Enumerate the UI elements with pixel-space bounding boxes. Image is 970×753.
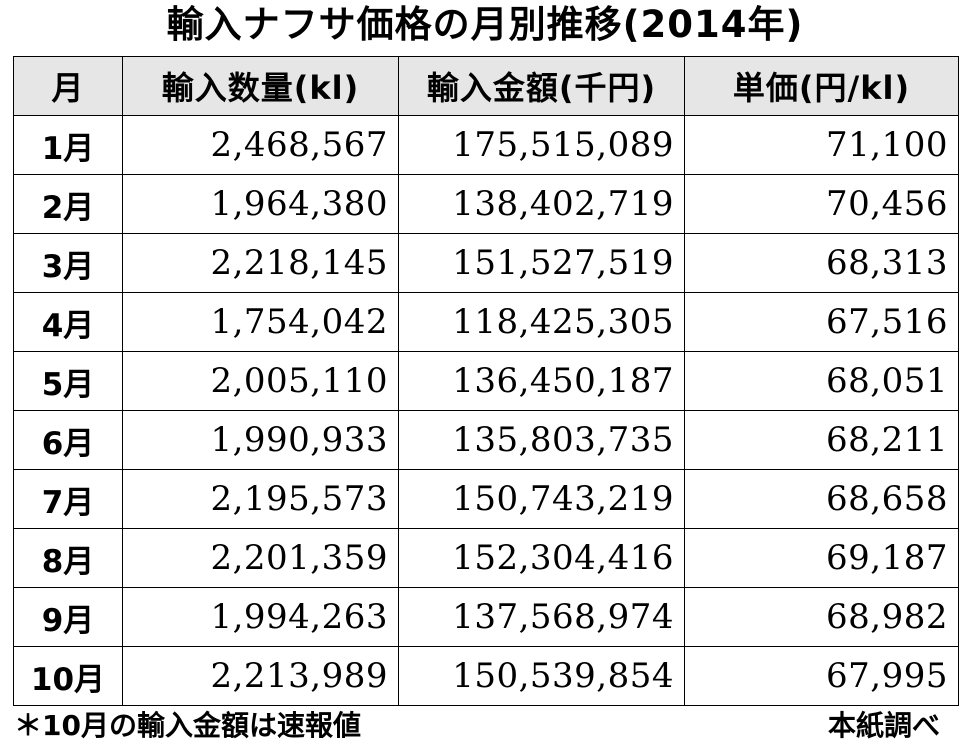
month-cell: 9月 [13, 587, 123, 647]
month-cell: 5月 [13, 351, 123, 411]
unit-price-cell: 68,313 [684, 233, 959, 293]
import-volume-cell: 1,754,042 [122, 292, 399, 352]
table-row: 9月 1,994,263 137,568,974 68,982 [13, 587, 959, 647]
table-row: 5月 2,005,110 136,450,187 68,051 [13, 351, 959, 411]
import-volume-cell: 2,005,110 [122, 351, 399, 411]
unit-price-cell: 68,051 [684, 351, 959, 411]
table-row: 8月 2,201,359 152,304,416 69,187 [13, 528, 959, 588]
month-cell: 7月 [13, 469, 123, 529]
import-amount-cell: 137,568,974 [398, 587, 685, 647]
unit-price-cell: 68,658 [684, 469, 959, 529]
import-amount-cell: 118,425,305 [398, 292, 685, 352]
unit-price-cell: 70,456 [684, 174, 959, 234]
import-volume-cell: 1,994,263 [122, 587, 399, 647]
header-month: 月 [13, 56, 123, 116]
table-header-row: 月 輸入数量(kl) 輸入金額(千円) 単価(円/kl) [13, 56, 959, 116]
import-amount-cell: 150,539,854 [398, 646, 685, 706]
table-row: 7月 2,195,573 150,743,219 68,658 [13, 469, 959, 529]
source-credit: 本紙調べ [827, 709, 940, 742]
import-amount-cell: 150,743,219 [398, 469, 685, 529]
footnote: ＊10月の輸入金額は速報値 [14, 709, 361, 742]
import-amount-cell: 151,527,519 [398, 233, 685, 293]
import-amount-cell: 152,304,416 [398, 528, 685, 588]
header-import-amount: 輸入金額(千円) [398, 56, 685, 116]
month-cell: 10月 [13, 646, 123, 706]
unit-price-cell: 67,516 [684, 292, 959, 352]
import-volume-cell: 2,468,567 [122, 115, 399, 175]
import-amount-cell: 138,402,719 [398, 174, 685, 234]
month-cell: 6月 [13, 410, 123, 470]
import-amount-cell: 175,515,089 [398, 115, 685, 175]
month-cell: 4月 [13, 292, 123, 352]
import-amount-cell: 135,803,735 [398, 410, 685, 470]
unit-price-cell: 68,982 [684, 587, 959, 647]
page-title: 輸入ナフサ価格の月別推移(2014年) [166, 3, 804, 46]
table-row: 1月 2,468,567 175,515,089 71,100 [13, 115, 959, 175]
table-row: 3月 2,218,145 151,527,519 68,313 [13, 233, 959, 293]
unit-price-cell: 71,100 [684, 115, 959, 175]
header-import-volume: 輸入数量(kl) [122, 56, 399, 116]
month-cell: 2月 [13, 174, 123, 234]
import-volume-cell: 2,213,989 [122, 646, 399, 706]
table-row: 10月 2,213,989 150,539,854 67,995 [13, 646, 959, 706]
import-volume-cell: 1,990,933 [122, 410, 399, 470]
import-volume-cell: 2,218,145 [122, 233, 399, 293]
month-cell: 3月 [13, 233, 123, 293]
header-unit-price: 単価(円/kl) [684, 56, 959, 116]
naphtha-price-table: 月 輸入数量(kl) 輸入金額(千円) 単価(円/kl) 1月 2,468,56… [13, 56, 959, 706]
table-row: 4月 1,754,042 118,425,305 67,516 [13, 292, 959, 352]
unit-price-cell: 69,187 [684, 528, 959, 588]
month-cell: 1月 [13, 115, 123, 175]
unit-price-cell: 68,211 [684, 410, 959, 470]
month-cell: 8月 [13, 528, 123, 588]
unit-price-cell: 67,995 [684, 646, 959, 706]
table-row: 6月 1,990,933 135,803,735 68,211 [13, 410, 959, 470]
table-row: 2月 1,964,380 138,402,719 70,456 [13, 174, 959, 234]
import-amount-cell: 136,450,187 [398, 351, 685, 411]
import-volume-cell: 2,201,359 [122, 528, 399, 588]
import-volume-cell: 1,964,380 [122, 174, 399, 234]
import-volume-cell: 2,195,573 [122, 469, 399, 529]
